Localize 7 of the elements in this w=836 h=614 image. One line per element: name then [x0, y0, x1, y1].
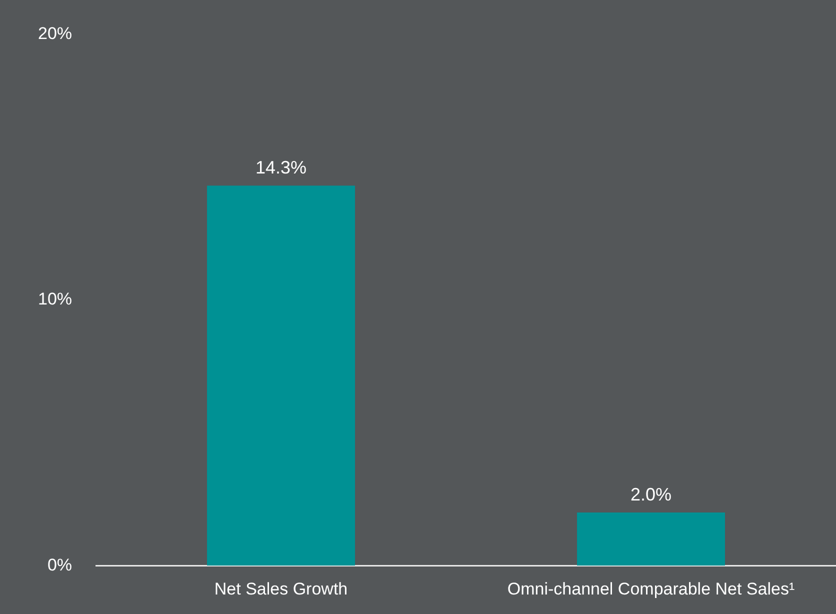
x-tick-label: Net Sales Growth: [214, 579, 348, 598]
data-label: 2.0%: [630, 484, 672, 504]
y-tick-label: 0%: [47, 555, 72, 574]
y-tick-label: 10%: [38, 290, 72, 309]
y-tick-label: 20%: [38, 24, 72, 43]
data-label: 14.3%: [255, 158, 307, 178]
x-tick-label: Omni-channel Comparable Net Sales¹: [507, 579, 795, 598]
